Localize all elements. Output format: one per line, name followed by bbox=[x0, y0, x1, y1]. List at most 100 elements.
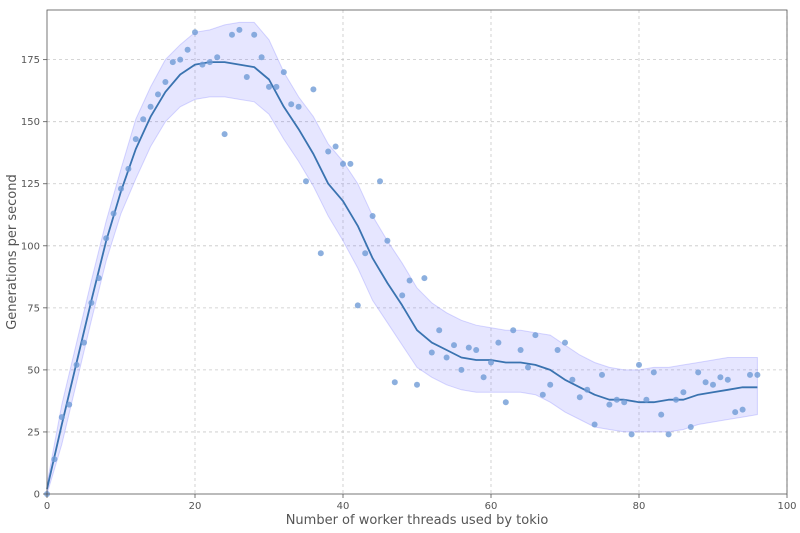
data-point bbox=[347, 160, 354, 167]
data-point bbox=[214, 54, 221, 61]
data-point bbox=[680, 389, 687, 396]
data-point bbox=[754, 371, 761, 378]
data-points bbox=[44, 26, 761, 497]
y-tick-label: 150 bbox=[21, 117, 40, 128]
data-point bbox=[480, 374, 487, 381]
data-point bbox=[192, 29, 198, 36]
x-ticks: 0 20 40 60 80 100 bbox=[44, 494, 797, 512]
data-point bbox=[458, 366, 465, 373]
data-point bbox=[58, 414, 65, 421]
data-point bbox=[443, 354, 450, 361]
data-point bbox=[465, 344, 472, 351]
data-point bbox=[562, 339, 568, 346]
data-point bbox=[206, 59, 213, 66]
data-point bbox=[650, 369, 657, 376]
y-tick-label: 175 bbox=[21, 55, 40, 66]
data-point bbox=[665, 431, 672, 438]
data-point bbox=[436, 327, 443, 334]
data-point bbox=[377, 178, 383, 185]
data-point bbox=[717, 374, 724, 381]
data-point bbox=[140, 116, 147, 123]
data-point bbox=[162, 79, 169, 85]
data-point bbox=[147, 103, 154, 110]
data-point bbox=[73, 361, 80, 368]
data-point bbox=[325, 148, 332, 155]
data-point bbox=[473, 347, 480, 353]
x-tick-label: 40 bbox=[337, 501, 350, 512]
data-point bbox=[695, 369, 702, 376]
data-point bbox=[288, 101, 295, 108]
data-point bbox=[628, 431, 635, 438]
data-point bbox=[243, 74, 250, 80]
data-point bbox=[118, 185, 124, 192]
data-point bbox=[710, 381, 716, 388]
data-point bbox=[303, 178, 309, 185]
data-point bbox=[125, 165, 132, 172]
data-point bbox=[621, 399, 628, 406]
y-tick-label: 75 bbox=[27, 303, 40, 314]
data-point bbox=[229, 31, 235, 38]
data-point bbox=[310, 86, 317, 93]
data-point bbox=[391, 379, 398, 386]
data-point bbox=[266, 83, 272, 90]
data-point bbox=[599, 371, 605, 378]
data-point bbox=[732, 409, 739, 416]
data-point bbox=[103, 235, 110, 242]
y-tick-label: 125 bbox=[21, 179, 40, 190]
data-point bbox=[510, 327, 517, 334]
data-point bbox=[251, 31, 258, 38]
x-tick-label: 100 bbox=[777, 501, 796, 512]
trend-line-layer bbox=[46, 61, 758, 490]
data-point bbox=[739, 406, 746, 413]
data-point bbox=[576, 394, 583, 401]
data-point bbox=[591, 421, 598, 428]
data-point bbox=[132, 136, 139, 143]
grid bbox=[47, 10, 788, 494]
y-tick-label: 25 bbox=[27, 427, 40, 438]
data-point bbox=[399, 292, 406, 299]
data-point bbox=[658, 411, 665, 418]
data-point bbox=[502, 399, 509, 406]
confidence-band bbox=[46, 21, 758, 495]
data-point bbox=[421, 275, 428, 282]
data-point bbox=[532, 332, 539, 339]
y-axis-title: Generations per second bbox=[5, 174, 20, 330]
x-tick-label: 60 bbox=[485, 501, 498, 512]
data-point bbox=[177, 56, 184, 63]
data-point bbox=[673, 396, 679, 403]
data-point bbox=[317, 250, 324, 257]
plot-frame bbox=[46, 9, 788, 495]
data-point bbox=[451, 342, 457, 349]
data-point bbox=[554, 347, 561, 353]
data-point bbox=[155, 91, 161, 98]
x-tick-label: 80 bbox=[633, 501, 646, 512]
data-point bbox=[354, 302, 361, 309]
data-point bbox=[110, 210, 117, 217]
data-point bbox=[221, 131, 228, 138]
data-point bbox=[199, 61, 206, 68]
data-point bbox=[702, 379, 709, 386]
data-point bbox=[547, 381, 554, 388]
data-point bbox=[569, 376, 576, 383]
y-tick-label: 100 bbox=[21, 241, 40, 252]
data-point bbox=[66, 401, 73, 408]
data-point bbox=[236, 26, 243, 33]
trend-line bbox=[46, 61, 758, 490]
y-ticks: 0 25 50 75 100 125 150 175 bbox=[21, 55, 47, 501]
x-tick-label: 0 bbox=[44, 501, 50, 512]
data-point bbox=[273, 83, 280, 90]
data-point bbox=[747, 371, 753, 378]
data-point bbox=[258, 54, 265, 61]
y-tick-label: 0 bbox=[34, 490, 40, 501]
data-point bbox=[687, 424, 694, 430]
data-point bbox=[517, 347, 524, 353]
data-point bbox=[643, 396, 650, 403]
data-point bbox=[724, 376, 731, 383]
data-point bbox=[428, 349, 435, 356]
data-point bbox=[169, 59, 176, 66]
y-tick-label: 50 bbox=[27, 365, 40, 376]
data-point bbox=[88, 299, 95, 306]
data-point bbox=[184, 46, 191, 53]
data-point bbox=[332, 143, 339, 150]
